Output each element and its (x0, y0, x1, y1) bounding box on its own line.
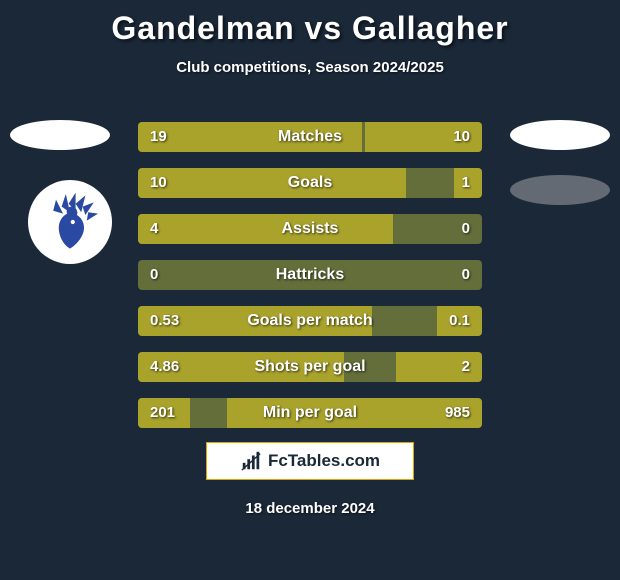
stat-row: 201Min per goal985 (138, 398, 482, 428)
stat-label: Assists (138, 214, 482, 244)
team-crest-left (28, 180, 112, 264)
stat-label: Goals (138, 168, 482, 198)
stat-label: Shots per goal (138, 352, 482, 382)
stat-label: Hattricks (138, 260, 482, 290)
subtitle: Club competitions, Season 2024/2025 (0, 59, 620, 76)
stat-row: 4Assists0 (138, 214, 482, 244)
stat-label: Goals per match (138, 306, 482, 336)
stat-value-right: 0.1 (449, 306, 470, 336)
stat-value-right: 0 (462, 260, 470, 290)
page-title: Gandelman vs Gallagher (0, 0, 620, 47)
stat-row: 0.53Goals per match0.1 (138, 306, 482, 336)
stat-row: 19Matches10 (138, 122, 482, 152)
stat-row: 0Hattricks0 (138, 260, 482, 290)
badge-placeholder-left-1 (10, 120, 110, 150)
stat-value-right: 1 (462, 168, 470, 198)
stat-label: Min per goal (138, 398, 482, 428)
stat-value-right: 0 (462, 214, 470, 244)
badge-placeholder-right-2 (510, 175, 610, 205)
stat-row: 10Goals1 (138, 168, 482, 198)
stat-row: 4.86Shots per goal2 (138, 352, 482, 382)
stat-value-right: 985 (445, 398, 470, 428)
comparison-rows: 19Matches1010Goals14Assists00Hattricks00… (138, 122, 482, 444)
chief-head-icon (35, 187, 105, 257)
badge-placeholder-right-1 (510, 120, 610, 150)
footer-brand-text: FcTables.com (268, 451, 380, 471)
stat-value-right: 2 (462, 352, 470, 382)
bar-chart-icon (240, 450, 262, 472)
stat-value-right: 10 (453, 122, 470, 152)
footer-logo: FcTables.com (206, 442, 414, 480)
stat-label: Matches (138, 122, 482, 152)
footer-date: 18 december 2024 (0, 500, 620, 517)
